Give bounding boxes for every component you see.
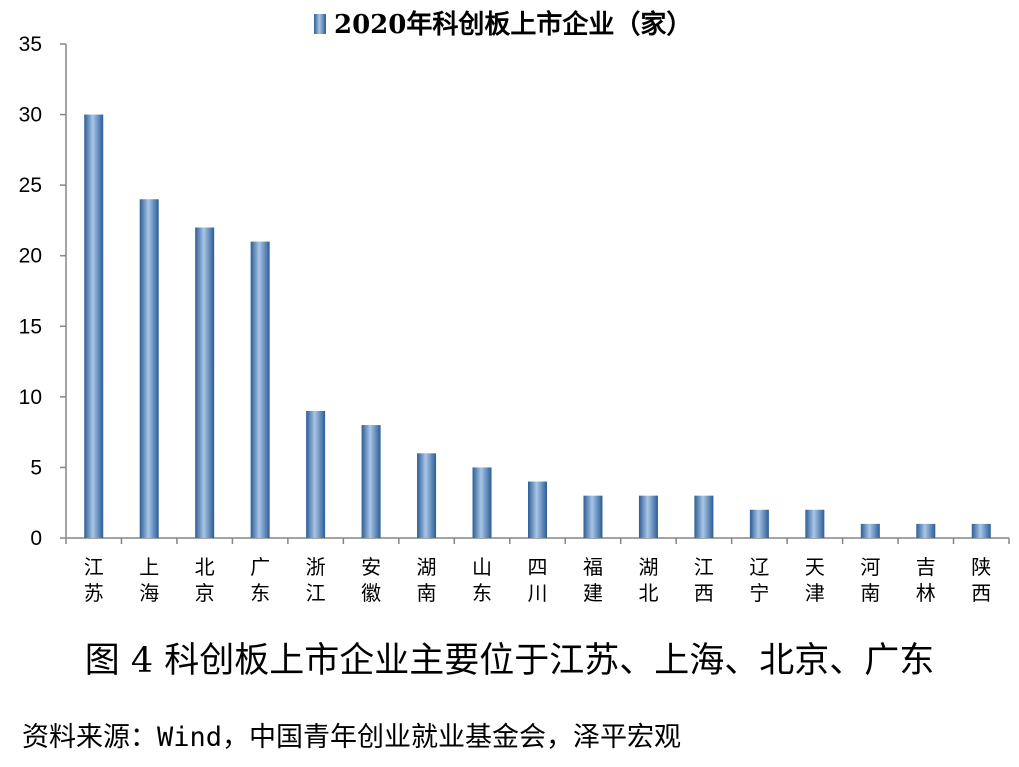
bar	[638, 495, 658, 538]
x-category-label: 南	[417, 581, 437, 605]
x-category-label: 东	[250, 581, 270, 605]
source-note: 资料来源：Wind，中国青年创业就业基金会，泽平宏观	[22, 722, 682, 753]
x-category-label: 徽	[361, 581, 381, 605]
y-tick-label: 15	[19, 315, 42, 338]
x-category-label: 辽	[749, 555, 769, 579]
bar	[361, 425, 381, 538]
bar	[694, 495, 714, 538]
x-category-label: 西	[694, 581, 714, 605]
x-category-label: 湖	[417, 555, 437, 579]
y-tick-label: 35	[19, 33, 42, 56]
x-category-label: 东	[472, 581, 492, 605]
x-category-label: 津	[805, 581, 825, 605]
y-tick-label: 25	[19, 174, 42, 197]
bar	[528, 481, 547, 538]
x-category-label: 陕	[971, 555, 991, 579]
bar	[417, 453, 437, 538]
bar	[306, 410, 326, 538]
x-category-label: 江	[306, 581, 326, 605]
legend: 2020年科创板上市企业（家）	[314, 9, 692, 40]
x-category-label: 西	[971, 581, 991, 605]
x-category-label: 湖	[638, 555, 658, 579]
bar	[583, 495, 603, 538]
y-tick-label: 10	[19, 386, 42, 409]
x-category-label: 川	[528, 581, 548, 605]
y-tick-label: 30	[19, 104, 42, 127]
bar	[860, 523, 880, 538]
bar	[139, 199, 159, 538]
bar	[916, 523, 936, 538]
x-category-label: 南	[860, 581, 880, 605]
x-category-label: 苏	[84, 581, 104, 605]
x-category-label: 林	[916, 581, 936, 605]
y-tick-label: 5	[30, 456, 42, 479]
x-category-label: 北	[195, 555, 215, 579]
y-tick-label: 0	[30, 527, 42, 550]
bar	[195, 227, 215, 538]
x-category-label: 福	[583, 555, 603, 579]
legend-swatch	[314, 14, 326, 34]
bar	[84, 114, 104, 539]
x-category-label: 吉	[916, 555, 936, 579]
x-category-label: 山	[472, 555, 492, 579]
bar	[749, 509, 769, 538]
x-category-label: 四	[528, 555, 548, 579]
x-category-label: 河	[860, 555, 880, 579]
x-category-label: 建	[583, 581, 603, 605]
x-category-label: 海	[139, 581, 159, 605]
bar	[971, 523, 991, 538]
x-category-label: 江	[84, 555, 104, 579]
x-category-label: 江	[694, 555, 714, 579]
y-tick-label: 20	[19, 245, 42, 268]
bar	[805, 509, 825, 538]
x-category-label: 广	[250, 555, 270, 579]
x-category-label: 上	[139, 555, 159, 579]
x-category-label: 安	[361, 555, 381, 579]
bar	[250, 241, 270, 538]
x-category-label: 京	[195, 581, 215, 605]
axes: 0 5 10 15 20 25 30 35	[19, 33, 1010, 550]
bars	[84, 114, 991, 539]
x-category-label: 北	[638, 581, 658, 605]
figure-caption: 图 4 科创板上市企业主要位于江苏、上海、北京、广东	[84, 641, 935, 681]
legend-label: 2020年科创板上市企业（家）	[334, 9, 692, 40]
x-category-label: 宁	[749, 581, 769, 605]
x-category-label: 浙	[306, 555, 326, 579]
bar	[472, 467, 492, 538]
x-category-label: 天	[805, 555, 825, 579]
